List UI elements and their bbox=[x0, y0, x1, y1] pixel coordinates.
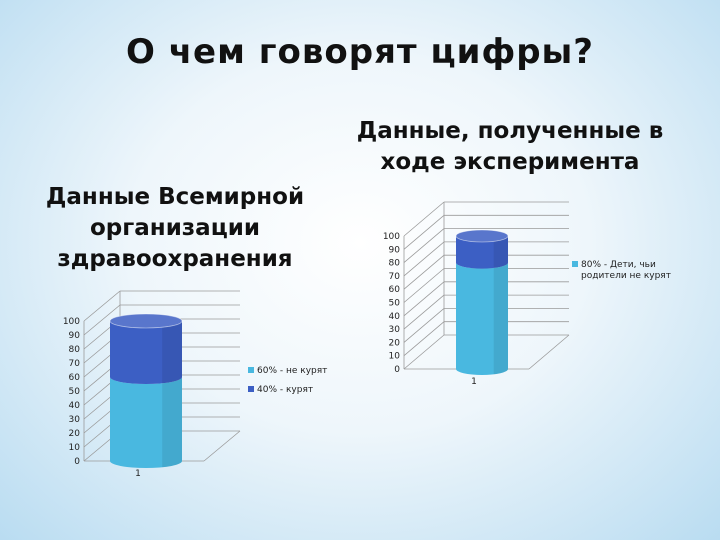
floor-edge bbox=[528, 334, 570, 370]
gridline-diagonal bbox=[403, 201, 445, 237]
y-tick-label: 80 bbox=[389, 259, 401, 269]
gridline-diagonal bbox=[403, 228, 445, 263]
y-tick-label: 30 bbox=[69, 415, 81, 425]
left-subtitle-line: организации bbox=[90, 215, 260, 241]
y-tick-label: 60 bbox=[389, 285, 401, 295]
cylinder-shade bbox=[493, 236, 509, 268]
y-tick-label: 10 bbox=[389, 352, 401, 362]
cylinder-shade bbox=[162, 377, 183, 468]
gridline-diagonal bbox=[83, 290, 121, 322]
gridline-diagonal bbox=[403, 214, 445, 250]
right-subtitle-line: ходе эксперимента bbox=[380, 149, 640, 175]
gridline-diagonal bbox=[403, 294, 445, 330]
y-tick-label: 0 bbox=[74, 457, 80, 467]
cylinder-shade bbox=[493, 262, 509, 375]
y-tick-label: 70 bbox=[389, 272, 401, 282]
x-tick-label: 1 bbox=[135, 469, 141, 479]
floor-edge bbox=[203, 430, 241, 462]
gridline-diagonal bbox=[403, 321, 445, 357]
cylinder-top-highlight bbox=[456, 230, 508, 242]
gridline-diagonal bbox=[403, 268, 445, 303]
legend-label: 60% - не курят bbox=[257, 366, 327, 376]
y-tick-label: 0 bbox=[394, 365, 400, 375]
y-tick-label: 100 bbox=[383, 232, 400, 242]
y-tick-label: 40 bbox=[69, 401, 81, 411]
legend-label: 80% - Дети, чьи bbox=[581, 260, 656, 270]
gridline-diagonal bbox=[403, 308, 445, 343]
left-subtitle-line: здравоохранения bbox=[57, 246, 293, 272]
right-subtitle-line: Данные, полученные в bbox=[356, 118, 664, 144]
y-tick-label: 50 bbox=[389, 299, 401, 309]
gridline-diagonal bbox=[403, 334, 445, 370]
y-tick-label: 90 bbox=[69, 331, 81, 341]
page-title: О чем говорят цифры? bbox=[125, 32, 595, 72]
cylinder-segment bbox=[456, 262, 508, 375]
legend-swatch bbox=[248, 367, 254, 373]
legend-swatch bbox=[248, 386, 254, 392]
gridline-diagonal bbox=[403, 281, 445, 317]
gridline-diagonal bbox=[403, 241, 445, 277]
legend-label: родители не курят bbox=[581, 271, 671, 281]
left-subtitle-line: Данные Всемирной bbox=[45, 184, 305, 210]
y-tick-label: 20 bbox=[389, 338, 401, 348]
cylinder-top bbox=[455, 229, 509, 243]
legend-swatch bbox=[572, 261, 578, 267]
cylinder-segment bbox=[456, 236, 508, 269]
cylinder-segment bbox=[110, 377, 182, 468]
y-tick-label: 50 bbox=[69, 387, 81, 397]
cylinder-segment bbox=[110, 321, 182, 384]
chart-1: 0 10 20 30 40 50 60 70 80 90 100 1 60% - не курят 40%… bbox=[63, 290, 327, 479]
y-tick-label: 90 bbox=[389, 245, 401, 255]
y-tick-label: 30 bbox=[389, 325, 401, 335]
y-tick-label: 20 bbox=[69, 429, 81, 439]
legend-label: 40% - курят bbox=[257, 385, 313, 395]
y-tick-label: 80 bbox=[69, 345, 81, 355]
y-tick-label: 10 bbox=[69, 443, 81, 453]
y-tick-label: 40 bbox=[389, 312, 401, 322]
cylinder-top bbox=[109, 313, 183, 329]
y-tick-label: 100 bbox=[63, 317, 80, 327]
y-tick-label: 70 bbox=[69, 359, 81, 369]
cylinder-shade bbox=[162, 321, 183, 384]
gridline-diagonal bbox=[403, 254, 445, 290]
y-tick-label: 60 bbox=[69, 373, 81, 383]
cylinder-top-highlight bbox=[110, 314, 182, 328]
left-chart-subtitle: Данные Всемирной организации здравоохран… bbox=[30, 182, 320, 275]
chart-2: 0 10 20 30 40 50 60 70 80 90 100 1 80% - Дети, чьиро… bbox=[383, 201, 671, 387]
x-tick-label: 1 bbox=[471, 377, 477, 387]
right-chart-subtitle: Данные, полученные в ходе эксперимента bbox=[350, 116, 670, 178]
gridline-diagonal bbox=[83, 304, 121, 336]
